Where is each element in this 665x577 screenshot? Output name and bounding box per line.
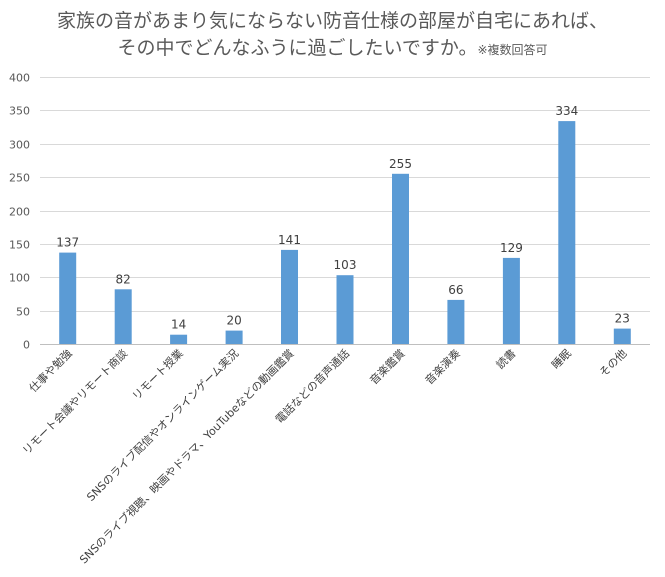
chart-title-line-2-wrap: その中でどんなふうに過ごしたいですか。※複数回答可 — [0, 35, 665, 64]
bar — [114, 289, 132, 344]
y-tick-label: 250 — [9, 172, 30, 185]
bar — [170, 334, 188, 344]
data-label: 23 — [615, 312, 630, 326]
x-category-label: リモート会議やリモート商談 — [19, 346, 130, 457]
chart-title-line-2: その中でどんなふうに過ごしたいですか。 — [117, 37, 478, 59]
chart-title-note: ※複数回答可 — [477, 43, 548, 57]
bar — [225, 330, 243, 344]
data-label: 66 — [448, 283, 463, 297]
data-label: 103 — [334, 258, 357, 272]
bar — [392, 173, 409, 344]
bar — [558, 121, 576, 344]
bar — [613, 328, 631, 344]
data-label: 14 — [171, 318, 186, 332]
bar — [502, 257, 520, 344]
x-category-label: SNSのライブ視聴、映画やドラマ、YouTubeなどの動画鑑賞 — [76, 346, 296, 566]
bar — [336, 275, 354, 344]
chart-title: 家族の音があまり気にならない防音仕様の部屋が自宅にあれば、 その中でどんなふうに… — [0, 8, 665, 64]
bar — [59, 252, 77, 344]
bar — [447, 299, 465, 344]
data-label: 141 — [278, 233, 301, 247]
data-label: 129 — [500, 241, 523, 255]
bar — [281, 249, 298, 344]
y-tick-label: 300 — [9, 139, 30, 152]
x-category-label: その他 — [597, 347, 630, 380]
bars — [59, 121, 631, 344]
data-label: 20 — [226, 314, 241, 328]
y-tick-label: 0 — [23, 339, 30, 352]
y-tick-label: 150 — [9, 239, 30, 252]
y-axis-ticks: 0 50 100 150 200 250 300 350 400 — [9, 72, 30, 352]
x-category-label: リモート授業 — [129, 346, 186, 403]
chart-title-line-1: 家族の音があまり気にならない防音仕様の部屋が自宅にあれば、 — [56, 10, 608, 32]
y-tick-label: 200 — [9, 206, 30, 219]
x-category-label: 音楽演奏 — [422, 346, 463, 387]
y-tick-label: 350 — [9, 105, 30, 118]
y-tick-label: 100 — [9, 272, 30, 285]
x-category-label: 読書 — [493, 346, 518, 371]
grid-lines — [40, 77, 650, 345]
x-category-label: 仕事や勉強 — [26, 346, 75, 395]
data-label: 137 — [56, 236, 79, 250]
y-tick-label: 50 — [16, 306, 30, 319]
x-category-label: 睡眠 — [549, 347, 574, 372]
data-label: 334 — [555, 104, 578, 118]
data-label: 82 — [116, 272, 131, 286]
data-label: 255 — [389, 157, 412, 171]
x-category-label: 音楽鑑賞 — [367, 346, 408, 387]
y-tick-label: 400 — [9, 72, 30, 85]
data-labels: 137 82 14 20 141 103 255 66 129 334 23 — [56, 104, 630, 332]
